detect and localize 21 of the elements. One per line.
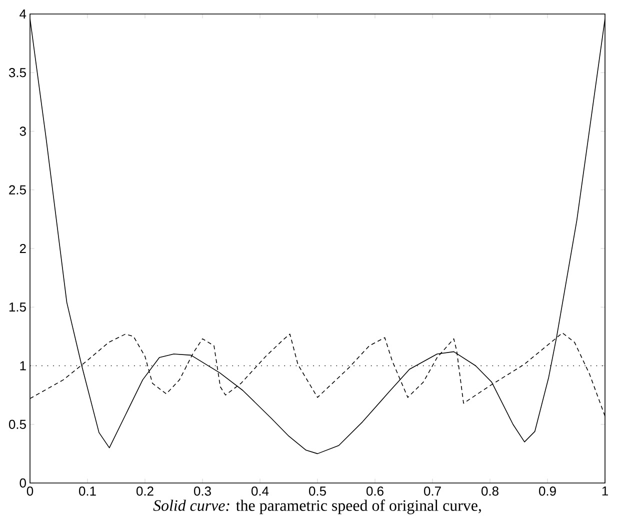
x-tick-label: 0.7 (424, 486, 441, 496)
x-tick-label: 0.3 (194, 486, 211, 496)
y-tick-label: 2 (20, 244, 26, 254)
x-tick-label: 0.2 (136, 486, 154, 496)
x-tick-label: 0.9 (539, 486, 556, 496)
y-tick-label: 3 (20, 126, 26, 136)
y-tick-label: 1 (20, 361, 26, 370)
y-tick-label: 1.5 (9, 302, 26, 312)
x-axis-title: Solid curve: the parametric speed of original curve, (153, 500, 481, 514)
x-tick-label: 0.5 (309, 486, 326, 496)
y-tick-label: 3.5 (8, 68, 26, 78)
x-tick-label: 0 (26, 486, 34, 496)
y-tick-label: 2.5 (9, 185, 26, 194)
x-tick-label: 0.4 (252, 486, 269, 496)
x-tick-label: 0.6 (366, 486, 384, 496)
x-tick-label: 1 (602, 486, 608, 496)
x-tick-label: 0.1 (79, 486, 96, 496)
y-tick-label: 0.5 (8, 420, 26, 429)
y-tick-label: 4 (20, 10, 26, 18)
y-tick-label: 0 (20, 478, 26, 488)
x-tick-label: 0.8 (482, 486, 498, 496)
